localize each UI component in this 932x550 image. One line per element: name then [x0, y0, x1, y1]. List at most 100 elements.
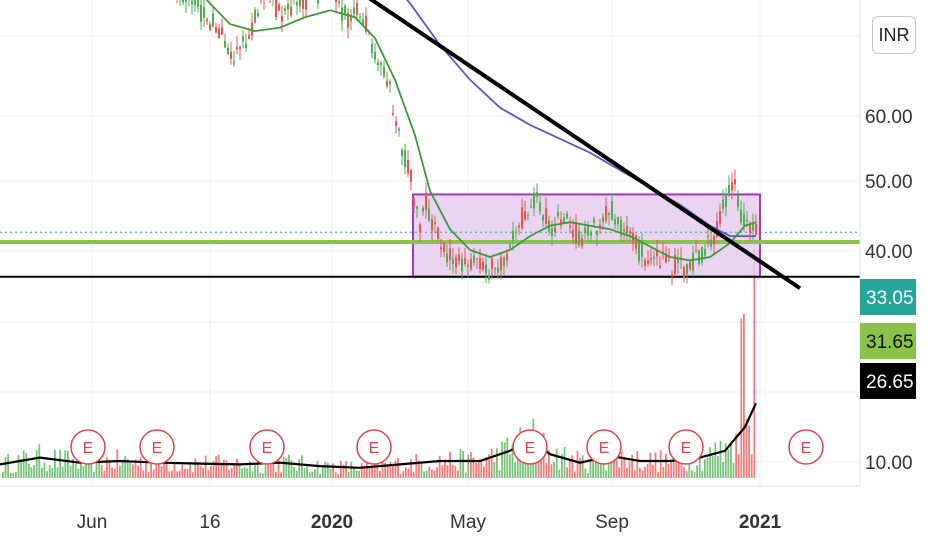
volume-bar — [126, 458, 129, 478]
volume-bar — [576, 451, 579, 478]
candle-body — [389, 81, 391, 85]
candle-body — [431, 219, 433, 231]
volume-bar — [566, 467, 568, 478]
earnings-marker[interactable]: E — [249, 429, 285, 465]
candle-body — [542, 215, 544, 221]
volume-bar — [457, 470, 459, 478]
volume-bar — [342, 464, 345, 478]
volume-bar — [371, 464, 373, 478]
volume-bar — [246, 468, 249, 478]
candle-body — [572, 229, 574, 238]
candle-body — [518, 225, 520, 228]
volume-bar — [152, 469, 155, 478]
earnings-label: E — [681, 440, 692, 457]
price-axis[interactable]: 60.00 50.00 40.00 10.00 — [865, 107, 913, 474]
candle-body — [401, 149, 403, 157]
volume-bar — [399, 473, 402, 478]
currency-button[interactable]: INR — [872, 16, 916, 54]
candle-body — [416, 206, 418, 209]
volume-bar — [610, 454, 613, 478]
volume-bar — [649, 452, 652, 478]
earnings-circle — [788, 429, 824, 465]
volume-bar — [633, 470, 636, 478]
volume-bar — [228, 469, 230, 478]
volume-bar — [376, 459, 379, 478]
volume-bar — [74, 461, 77, 478]
volume-bar — [64, 450, 67, 478]
earnings-circle — [512, 429, 548, 465]
volume-bar — [405, 467, 407, 478]
volume-bar — [493, 462, 496, 478]
volume-bar — [418, 460, 420, 478]
candle-body — [344, 5, 346, 14]
volume-bar — [392, 465, 394, 478]
candle-body — [440, 247, 442, 250]
volume-bar — [618, 467, 620, 478]
time-axis[interactable]: Jun 16 2020 May Sep 2021 — [77, 512, 782, 533]
earnings-marker[interactable]: E — [356, 429, 392, 465]
candle-body — [302, 0, 304, 9]
candle-body — [605, 206, 607, 221]
volume-bar — [358, 470, 360, 478]
time-tick-label: Sep — [595, 512, 629, 533]
earnings-marker[interactable]: E — [586, 429, 622, 465]
volume-bar — [467, 454, 470, 478]
candle-body — [563, 217, 565, 223]
earnings-marker[interactable]: E — [788, 429, 824, 465]
volume-bar — [431, 469, 433, 478]
volume-bar — [412, 472, 415, 478]
volume-bar — [210, 465, 212, 478]
candle-body — [743, 214, 745, 226]
candle-body — [458, 254, 460, 261]
volume-bar — [464, 472, 467, 478]
volume-bar — [241, 468, 243, 478]
candle-body — [476, 258, 478, 260]
volume-bar — [441, 465, 444, 478]
volume-bar — [171, 470, 173, 478]
earnings-marker[interactable]: E — [139, 429, 175, 465]
volume-bar — [282, 457, 285, 478]
volume-bar — [511, 444, 514, 478]
candle-body — [347, 12, 349, 28]
candle-body — [707, 235, 709, 237]
candle-body — [455, 257, 457, 268]
volume-bar — [462, 450, 464, 478]
candle-body — [752, 223, 754, 231]
volume-bar — [529, 452, 532, 478]
candle-body — [677, 258, 679, 263]
volume-bar — [490, 448, 493, 478]
volume-bar — [748, 425, 750, 478]
earnings-marker[interactable]: E — [512, 429, 548, 465]
volume-bar — [277, 458, 280, 478]
downtrend-line[interactable] — [253, 0, 802, 290]
candle-body — [698, 250, 700, 264]
price-tick-label: 10.00 — [865, 453, 913, 474]
candle-body — [587, 226, 589, 236]
candle-body — [224, 40, 226, 48]
volume-bar — [384, 462, 386, 478]
volume-bar — [186, 468, 189, 478]
volume-bar — [275, 471, 277, 478]
volume-bar — [459, 449, 462, 478]
candle-body — [194, 0, 196, 5]
candle-body — [647, 260, 649, 264]
volume-bar — [48, 465, 51, 478]
candle-body — [515, 231, 517, 234]
candle-body — [557, 211, 559, 217]
volume-bar — [446, 465, 449, 478]
volume-bar — [360, 463, 363, 478]
earnings-marker[interactable]: E — [668, 429, 704, 465]
earnings-marker[interactable]: E — [70, 429, 106, 465]
volume-bar — [158, 453, 160, 478]
candle-body — [239, 46, 241, 50]
volume-bar — [41, 467, 43, 478]
candle-body — [590, 231, 592, 236]
candle-body — [305, 0, 307, 10]
volume-bar — [269, 464, 272, 478]
volume-bar — [100, 465, 103, 478]
candle-body — [584, 227, 586, 234]
volume-bar — [35, 450, 38, 478]
volume-bar — [150, 460, 152, 478]
volume-bar — [145, 461, 147, 478]
